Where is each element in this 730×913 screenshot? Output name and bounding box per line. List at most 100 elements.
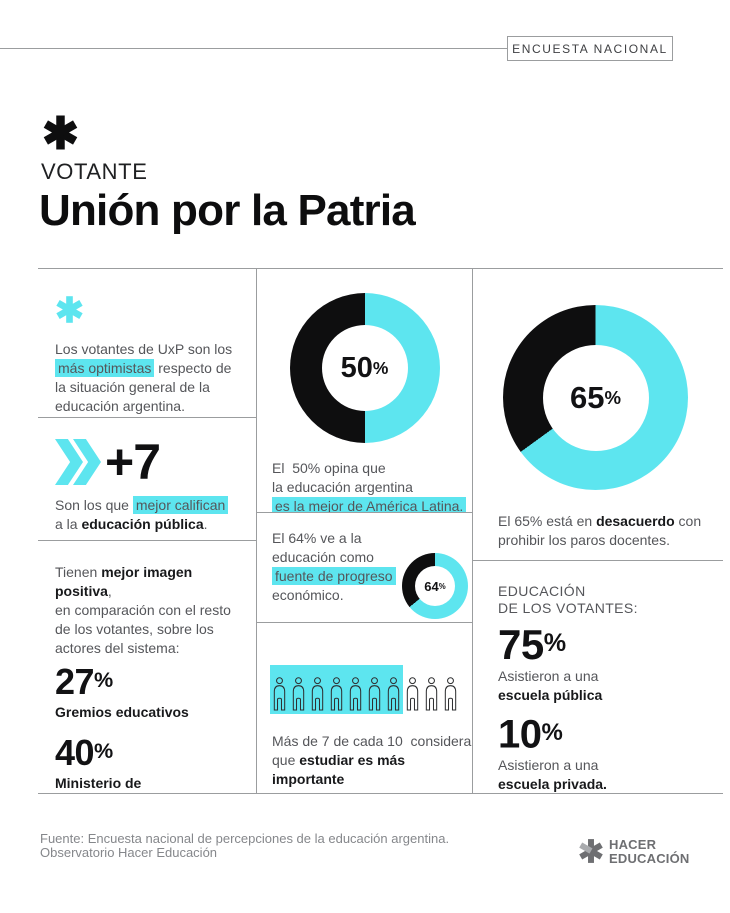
person-icon	[422, 665, 441, 718]
donut-chart-65: 65%	[503, 305, 688, 490]
donut-64-cell: El 64% ve a la educación como fuente de …	[257, 513, 472, 623]
highlighted-text: más optimistas	[55, 359, 155, 377]
text-segment: de los votantes, sobre los	[55, 621, 214, 637]
bold-text: escuela pública	[498, 687, 603, 704]
text-segment: HACER	[609, 837, 657, 852]
person-icon	[270, 665, 289, 718]
donut-65-cell: 65% El 65% está en desacuerdo con prohib…	[473, 269, 723, 561]
text-segment: ,	[107, 583, 112, 599]
stat-ministerio: 40% Ministerio deEducación nacional	[55, 731, 242, 793]
person-icon	[308, 665, 327, 718]
logo-wordmark: HACER EDUCACIÓN	[609, 838, 690, 865]
content-grid: Los votantes de UxP son los más optimist…	[38, 268, 723, 794]
percent-sign: %	[604, 386, 622, 408]
person-icon	[289, 665, 308, 718]
image-positive-cell: Tienen mejor imagen positiva, en compara…	[38, 541, 256, 793]
plus7-text: Son los que mejor califican a la educaci…	[55, 496, 242, 534]
column-opinion: 50% El 50% opina que la educación argent…	[257, 269, 473, 793]
text-segment: en comparación con el resto	[55, 602, 231, 618]
text-segment: la situación general de la	[55, 379, 210, 395]
person-icon	[327, 665, 346, 718]
text-segment: Tienen	[55, 564, 102, 580]
stat-value: 27%	[55, 660, 242, 702]
donut-value: 64	[424, 578, 439, 594]
text-segment: EDUCACIÓN	[609, 850, 690, 866]
stat-escuela-privada: 10% Asistieron a una escuela privada.	[498, 712, 723, 793]
pictogram-row	[270, 665, 472, 718]
stat-value: 10%	[498, 712, 723, 756]
bold-text: estudiar es más importante	[272, 752, 406, 787]
donut-chart-50: 50%	[289, 293, 440, 443]
text-segment: prohibir los paros docentes.	[498, 532, 670, 548]
highlighted-text: es la mejor de América Latina.	[272, 497, 467, 512]
text-segment: .	[203, 516, 208, 532]
text-segment: Más de 7 de cada 10 considera	[272, 733, 472, 749]
stat-label: Asistieron a una escuela privada.	[498, 756, 723, 793]
donut-value: 50	[340, 351, 373, 384]
text-segment: que tener buenos contactos.	[272, 790, 449, 793]
bold-text: mejor imagen positiva	[55, 564, 193, 599]
pictogram-caption: Más de 7 de cada 10 considera que estudi…	[272, 732, 472, 793]
page-title: Unión por la Patria	[39, 186, 416, 235]
bold-text: escuela privada.	[498, 775, 607, 792]
voter-kicker: VOTANTE	[41, 159, 148, 184]
stat-value: 40%	[55, 731, 242, 773]
person-icon	[346, 665, 365, 718]
text-segment: a la	[55, 516, 82, 532]
stat-number: 10	[498, 712, 542, 757]
text-segment: actores del sistema:	[55, 640, 180, 656]
highlighted-text: fuente de progreso	[272, 567, 396, 585]
stat-label: Gremios educativos	[55, 703, 189, 720]
person-icon	[403, 665, 422, 718]
donut-chart-64: 64%	[402, 553, 468, 619]
bold-text: desacuerdo	[596, 513, 675, 529]
text-segment: que	[272, 752, 300, 768]
plus7-value: +7	[105, 434, 161, 490]
plus7-figure: +7	[55, 434, 242, 490]
column-education: 65% El 65% está en desacuerdo con prohib…	[473, 269, 723, 793]
text-segment: Asistieron a una	[498, 668, 599, 685]
text-segment: respecto de	[154, 360, 232, 376]
stat-label: Asistieron a una escuela pública	[498, 667, 723, 705]
voter-education-cell: EDUCACIÓN DE LOS VOTANTES: 75% Asistieron…	[473, 561, 723, 793]
text-segment: económico.	[272, 587, 344, 603]
text-segment: El 50% opina que	[272, 460, 386, 476]
donut-center-label: 65%	[542, 344, 649, 451]
text-segment: Son los que	[55, 497, 133, 513]
plus7-cell: +7 Son los que mejor califican a la educ…	[38, 418, 256, 541]
donut-50-cell: 50% El 50% opina que la educación argent…	[257, 269, 472, 513]
optimism-cell: Los votantes de UxP son los más optimist…	[38, 269, 256, 418]
pictogram-cell: Más de 7 de cada 10 considera que estudi…	[257, 623, 472, 793]
survey-badge: ENCUESTA NACIONAL	[507, 36, 673, 61]
image-positive-intro: Tienen mejor imagen positiva, en compara…	[55, 563, 242, 658]
percent-sign: %	[541, 719, 563, 747]
donut-center-label: 64%	[415, 566, 455, 606]
donut-65-caption: El 65% está en desacuerdo con prohibir l…	[498, 512, 723, 550]
stat-number: 75	[498, 621, 544, 669]
text-segment: Los votantes de UxP son los	[55, 341, 233, 357]
stat-gremios: 27% Gremios educativos	[55, 660, 242, 721]
text-segment: la educación argentina	[272, 479, 413, 495]
column-optimism: Los votantes de UxP son los más optimist…	[38, 269, 257, 793]
text-segment: con	[674, 513, 702, 529]
percent-sign: %	[438, 581, 446, 591]
stat-number: 40	[55, 731, 95, 773]
text-segment: El 65% está en	[498, 513, 597, 529]
person-icon	[365, 665, 384, 718]
person-icon	[441, 665, 460, 718]
person-icon	[384, 665, 403, 718]
optimism-text: Los votantes de UxP son los más optimist…	[55, 340, 242, 416]
percent-sign: %	[94, 737, 114, 763]
text-segment: El 64% ve a la	[272, 530, 362, 546]
donut-value: 65	[569, 379, 605, 415]
asterisk-icon	[42, 112, 79, 158]
logo-star-icon	[578, 838, 604, 869]
text-segment: Asistieron a una	[498, 756, 599, 773]
stat-value: 75%	[498, 621, 723, 667]
donut-64-caption: El 64% ve a la educación como fuente de …	[272, 529, 396, 622]
stat-number: 27	[55, 660, 95, 702]
hacer-educacion-logo: HACER EDUCACIÓN	[578, 838, 690, 869]
donut-center-label: 50%	[321, 325, 408, 411]
bold-text: educación pública	[81, 516, 204, 532]
